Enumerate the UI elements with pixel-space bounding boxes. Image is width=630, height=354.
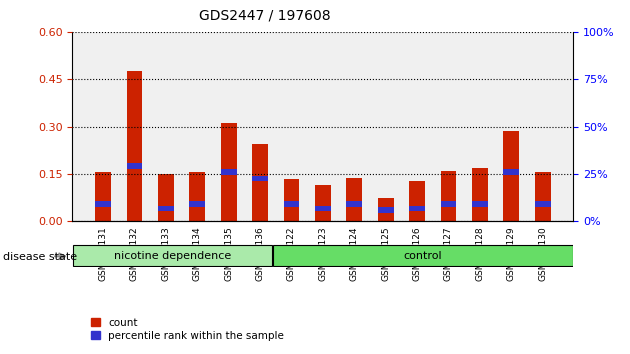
- Bar: [472, 167, 488, 221]
- Bar: [346, 201, 362, 207]
- Bar: [410, 206, 425, 211]
- Bar: [378, 207, 394, 213]
- Text: disease state: disease state: [3, 252, 77, 262]
- Bar: [315, 206, 331, 211]
- Bar: [221, 170, 236, 175]
- Text: nicotine dependence: nicotine dependence: [114, 251, 231, 261]
- Bar: [535, 172, 551, 221]
- Legend: count, percentile rank within the sample: count, percentile rank within the sample: [87, 314, 288, 345]
- Bar: [95, 172, 111, 221]
- Bar: [190, 201, 205, 207]
- Text: control: control: [404, 251, 442, 261]
- Bar: [346, 178, 362, 221]
- Bar: [440, 201, 456, 207]
- Bar: [95, 201, 111, 207]
- Bar: [440, 171, 456, 221]
- Bar: [127, 163, 142, 169]
- Bar: [221, 124, 236, 221]
- Text: GDS2447 / 197608: GDS2447 / 197608: [199, 9, 330, 23]
- FancyBboxPatch shape: [273, 245, 573, 266]
- Bar: [378, 198, 394, 221]
- Bar: [190, 172, 205, 221]
- Bar: [503, 170, 519, 175]
- Bar: [503, 131, 519, 221]
- Bar: [410, 181, 425, 221]
- Bar: [284, 179, 299, 221]
- Bar: [158, 174, 174, 221]
- Bar: [315, 185, 331, 221]
- Bar: [252, 176, 268, 182]
- Bar: [127, 71, 142, 221]
- Bar: [158, 206, 174, 211]
- Bar: [535, 201, 551, 207]
- FancyBboxPatch shape: [73, 245, 272, 266]
- Bar: [472, 201, 488, 207]
- Bar: [252, 144, 268, 221]
- Bar: [284, 201, 299, 207]
